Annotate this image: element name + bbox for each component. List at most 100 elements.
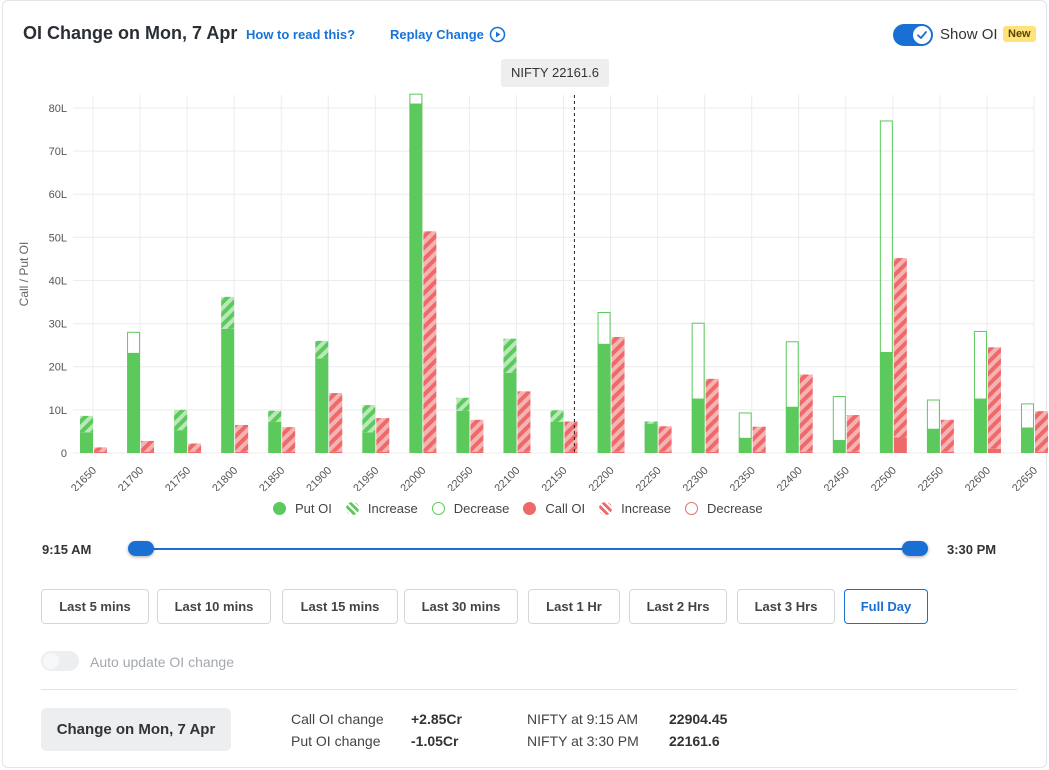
range-button-last-2-hrs[interactable]: Last 2 Hrs <box>629 589 727 624</box>
put-oi-bar <box>691 398 705 453</box>
put-oi-bar <box>550 421 564 453</box>
call-oi-increase-bar <box>752 426 766 452</box>
call-oi-bar <box>282 451 296 453</box>
slider-start-time: 9:15 AM <box>42 542 92 557</box>
put-oi-change-value: -1.05Cr <box>411 733 459 749</box>
x-tick-label: 22350 <box>728 465 758 491</box>
put-oi-bar <box>597 343 611 453</box>
call-oi-bar <box>423 451 437 453</box>
legend-label: Decrease <box>453 501 510 516</box>
call-oi-bar <box>658 451 672 453</box>
put-oi-decrease-bar <box>973 330 987 400</box>
call-oi-bar <box>940 451 954 453</box>
legend-item: Put OI <box>273 501 332 516</box>
call-oi-bar <box>376 451 390 453</box>
spot-price-tooltip: NIFTY 22161.6 <box>501 59 609 87</box>
put-oi-bar <box>644 423 658 453</box>
put-oi-bar <box>80 432 93 453</box>
x-tick-label: 22250 <box>634 465 664 491</box>
call-oi-bar <box>94 451 107 453</box>
range-button-last-15-mins[interactable]: Last 15 mins <box>282 589 398 624</box>
nifty-start-value: 22904.45 <box>669 711 728 727</box>
show-oi-toggle[interactable] <box>893 24 933 46</box>
y-tick-label: 10L <box>49 405 67 417</box>
range-button-last-5-mins[interactable]: Last 5 mins <box>41 589 149 624</box>
call-oi-bar <box>141 451 155 453</box>
legend-swatch <box>431 502 445 515</box>
range-button-full-day[interactable]: Full Day <box>844 589 928 624</box>
x-tick-label: 22100 <box>492 465 522 491</box>
put-oi-increase-bar <box>456 397 470 411</box>
put-oi-decrease-bar <box>738 412 752 439</box>
put-oi-bar <box>503 372 517 453</box>
toggle-knob <box>913 26 931 44</box>
call-oi-bar <box>1035 451 1048 453</box>
replay-change-link[interactable]: Replay Change <box>390 27 484 42</box>
call-oi-bar <box>705 451 719 453</box>
time-slider-track[interactable] <box>141 548 917 550</box>
put-oi-change-label: Put OI change <box>291 733 381 749</box>
slider-end-handle[interactable] <box>902 541 928 556</box>
legend-label: Decrease <box>706 501 763 516</box>
range-button-last-10-mins[interactable]: Last 10 mins <box>157 589 271 624</box>
x-tick-label: 22150 <box>540 465 570 491</box>
put-oi-increase-bar <box>315 340 329 359</box>
range-button-last-1-hr[interactable]: Last 1 Hr <box>528 589 620 624</box>
legend-swatch <box>345 502 359 515</box>
put-oi-increase-bar <box>221 296 235 329</box>
call-oi-increase-bar <box>188 443 202 452</box>
slider-start-handle[interactable] <box>128 541 154 556</box>
legend-swatch <box>599 502 613 515</box>
put-oi-decrease-bar <box>785 341 799 408</box>
auto-update-toggle[interactable] <box>41 651 79 671</box>
call-oi-change-label: Call OI change <box>291 711 384 727</box>
divider <box>41 689 1017 690</box>
x-tick-label: 22400 <box>775 465 805 491</box>
how-to-read-link[interactable]: How to read this? <box>246 27 356 42</box>
x-tick-label: 22300 <box>681 465 711 491</box>
call-oi-increase-bar <box>517 391 531 452</box>
range-button-last-30-mins[interactable]: Last 30 mins <box>404 589 518 624</box>
call-oi-increase-bar <box>141 440 155 452</box>
x-tick-label: 22200 <box>587 465 617 491</box>
play-circle-icon[interactable] <box>489 26 506 43</box>
change-date-button[interactable]: Change on Mon, 7 Apr <box>41 708 231 751</box>
put-oi-bar <box>409 103 423 454</box>
put-oi-bar <box>926 428 940 453</box>
call-oi-increase-bar <box>470 419 484 452</box>
y-tick-label: 40L <box>49 275 67 287</box>
call-oi-bar <box>893 437 907 453</box>
legend-item: Increase <box>599 501 671 516</box>
call-oi-bar <box>987 448 1001 453</box>
y-tick-label: 30L <box>49 319 67 331</box>
x-tick-label: 22450 <box>822 465 852 491</box>
legend-swatch <box>273 502 286 515</box>
put-oi-bar <box>362 432 376 453</box>
call-oi-bar <box>611 451 625 453</box>
put-oi-decrease-bar <box>926 399 940 430</box>
put-oi-increase-bar <box>503 338 517 373</box>
put-oi-increase-bar <box>174 409 188 431</box>
x-tick-label: 21900 <box>304 465 334 491</box>
put-oi-decrease-bar <box>691 322 705 400</box>
call-oi-increase-bar <box>940 419 954 452</box>
toggle-knob <box>43 653 59 669</box>
show-oi-label: Show OI <box>940 26 998 43</box>
range-button-last-3-hrs[interactable]: Last 3 Hrs <box>737 589 835 624</box>
put-oi-increase-bar <box>80 415 93 433</box>
legend-item: Decrease <box>684 501 763 516</box>
call-oi-change-value: +2.85Cr <box>411 711 462 727</box>
put-oi-increase-bar <box>268 410 282 422</box>
call-oi-bar <box>846 451 860 453</box>
call-oi-increase-bar <box>235 424 249 452</box>
legend-label: Put OI <box>295 501 332 516</box>
page-title: OI Change on Mon, 7 Apr <box>23 23 238 43</box>
x-tick-label: 22650 <box>1010 465 1040 491</box>
call-oi-increase-bar <box>1035 411 1048 452</box>
call-oi-bar <box>799 451 813 453</box>
x-tick-label: 21950 <box>351 465 381 491</box>
put-oi-bar <box>456 410 470 453</box>
legend-swatch <box>523 502 537 515</box>
y-axis-label: Call / Put OI <box>17 242 31 307</box>
call-oi-bar <box>235 451 249 453</box>
